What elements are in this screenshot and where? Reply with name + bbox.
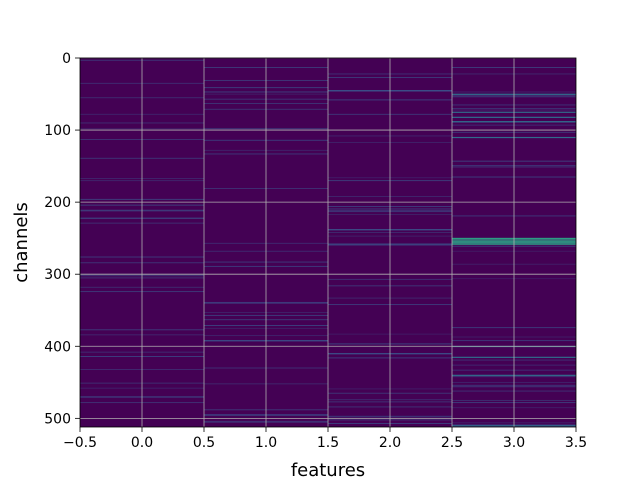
x-axis-ticks: −0.5 0.0 0.5 1.0 1.5 2.0 2.5 3.0 3.5 <box>63 427 587 451</box>
y-tick-label: 0 <box>62 51 71 67</box>
x-tick-label: 2.0 <box>379 435 401 451</box>
x-tick-label: 0.5 <box>193 435 215 451</box>
x-axis-label: features <box>291 460 365 480</box>
x-tick-label: 2.5 <box>441 435 463 451</box>
x-tick-label: −0.5 <box>63 435 97 451</box>
x-tick-label: 3.5 <box>565 435 587 451</box>
y-tick-label: 300 <box>44 267 71 283</box>
y-axis-label: channels <box>11 202 32 283</box>
x-tick-label: 1.5 <box>317 435 339 451</box>
y-tick-label: 400 <box>44 339 71 355</box>
x-tick-label: 1.0 <box>255 435 277 451</box>
x-tick-label: 0.0 <box>131 435 153 451</box>
y-tick-label: 500 <box>44 411 71 427</box>
y-tick-label: 200 <box>44 195 71 211</box>
y-axis-ticks: 0 100 200 300 400 500 <box>44 51 80 427</box>
x-tick-label: 3.0 <box>503 435 525 451</box>
y-tick-label: 100 <box>44 123 71 139</box>
